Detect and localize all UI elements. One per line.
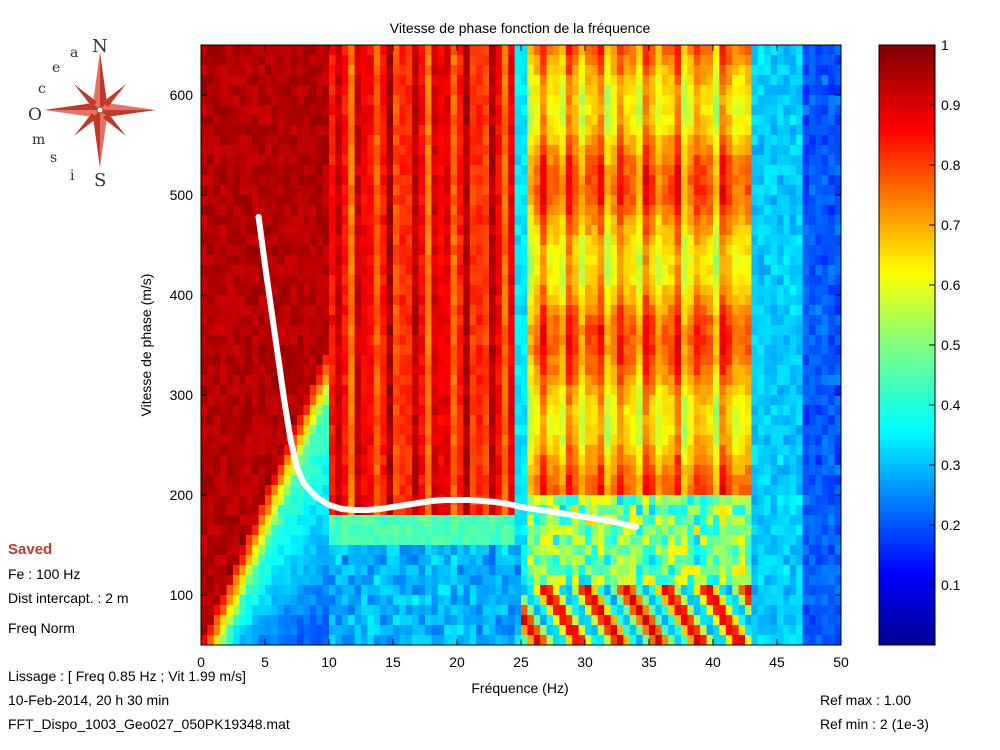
curve-point [479,498,486,504]
curve-point [454,497,460,503]
y-axis-label: Vitesse de phase (m/s) [138,274,154,417]
curve-point [390,504,396,510]
dispersion-curve-line [255,214,640,530]
curve-point [326,502,332,508]
curve-point [268,307,275,313]
ref-min: Ref min : 2 (1e-3) [820,716,929,732]
compass-rose-icon [44,52,156,168]
curve-point [556,510,563,516]
curve-point [505,501,512,507]
colorbar-tick-label: 0.7 [941,217,961,233]
ref-max: Ref max : 1.00 [820,692,912,708]
x-tick-label: 35 [641,654,657,670]
colorbar-tick-label: 0.3 [941,457,961,473]
logo-letter: e [52,60,60,76]
logo-letter: N [92,36,108,57]
logo-letter: S [94,170,106,191]
logo-letter: m [32,132,45,148]
curve-point [287,437,294,443]
logo-letter: O [28,105,42,125]
y-tick-label: 200 [170,487,194,503]
x-tick-label: 40 [705,654,721,670]
curve-point [262,262,268,268]
colorbar-tick-label: 0.2 [941,517,961,533]
x-tick-label: 50 [833,654,849,670]
y-axis: 100 200 300 400 500 600 [170,87,841,603]
curve-point [518,504,524,510]
smoothing-params: Lissage : [ Freq 0.85 Hz ; Vit 1.99 m/s] [8,668,246,684]
curve-point [255,214,262,220]
x-tick-label: 15 [385,654,401,670]
curve-point [492,499,499,505]
curve-point [569,512,576,518]
curve-point [364,507,371,513]
curve-point [338,506,345,512]
curve-point [466,497,473,503]
colorbar-tick-label: 0.4 [941,397,961,413]
x-tick-label: 20 [449,654,465,670]
colorbar-tick-label: 0.9 [941,97,961,113]
x-tick-label: 45 [769,654,785,670]
x-tick-label: 25 [513,654,529,670]
curve-point [281,397,288,403]
seismocean-logo: O c e a N S i s m [28,36,156,191]
y-tick-label: 600 [170,87,194,103]
logo-letter: i [70,168,75,184]
curve-point [633,524,640,530]
curve-point [428,498,435,504]
curve-point [582,514,588,520]
y-tick-label: 400 [170,287,194,303]
y-tick-label: 300 [170,387,194,403]
logo-letter: c [38,81,46,97]
logo-letter: s [50,150,57,166]
curve-point [402,502,409,508]
curve-point [300,480,307,486]
heatmap-field [201,45,841,645]
curve-point [313,494,320,500]
curve-point [377,506,384,512]
y-tick-label: 500 [170,187,194,203]
normalization-mode: Freq Norm [8,620,75,636]
curve-point [274,352,281,358]
curve-point [415,500,422,506]
x-tick-label: 10 [321,654,337,670]
x-tick-label: 30 [577,654,593,670]
colorbar-tick-label: 1 [941,37,949,53]
curve-point [594,516,601,522]
chart-title: Vitesse de phase fonction de la fréquenc… [390,20,651,36]
sensor-distance: Dist intercapt. : 2 m [8,590,129,606]
x-axis-label: Fréquence (Hz) [471,680,568,696]
x-tick-label: 0 [197,654,205,670]
file-name: FFT_Dispo_1003_Geo027_050PK19348.mat [8,716,290,732]
acquisition-date: 10-Feb-2014, 20 h 30 min [8,692,170,708]
colorbar-axis: 0.1 0.2 0.3 0.4 0.5 0.6 0.7 0.8 0.9 1 [929,37,961,593]
x-tick-label: 5 [261,654,269,670]
colorbar-tick-label: 0.6 [941,277,961,293]
curve-point [620,521,627,527]
curve-point [441,497,448,503]
curve-point [351,507,358,513]
colorbar [878,44,936,646]
y-tick-label: 100 [170,587,194,603]
x-axis: 0 5 10 15 20 25 30 35 40 45 50 [197,45,849,670]
colorbar-tick-label: 0.8 [941,157,961,173]
curve-point [294,464,300,470]
dispersion-curve [255,214,640,530]
sampling-frequency: Fe : 100 Hz [8,566,81,582]
curve-point [543,508,550,514]
curve-point [607,518,614,524]
colorbar-tick-label: 0.5 [941,337,961,353]
saved-status: Saved [8,541,53,558]
colorbar-tick-label: 0.1 [941,577,961,593]
curve-point [530,506,537,512]
logo-letter: a [70,45,78,61]
